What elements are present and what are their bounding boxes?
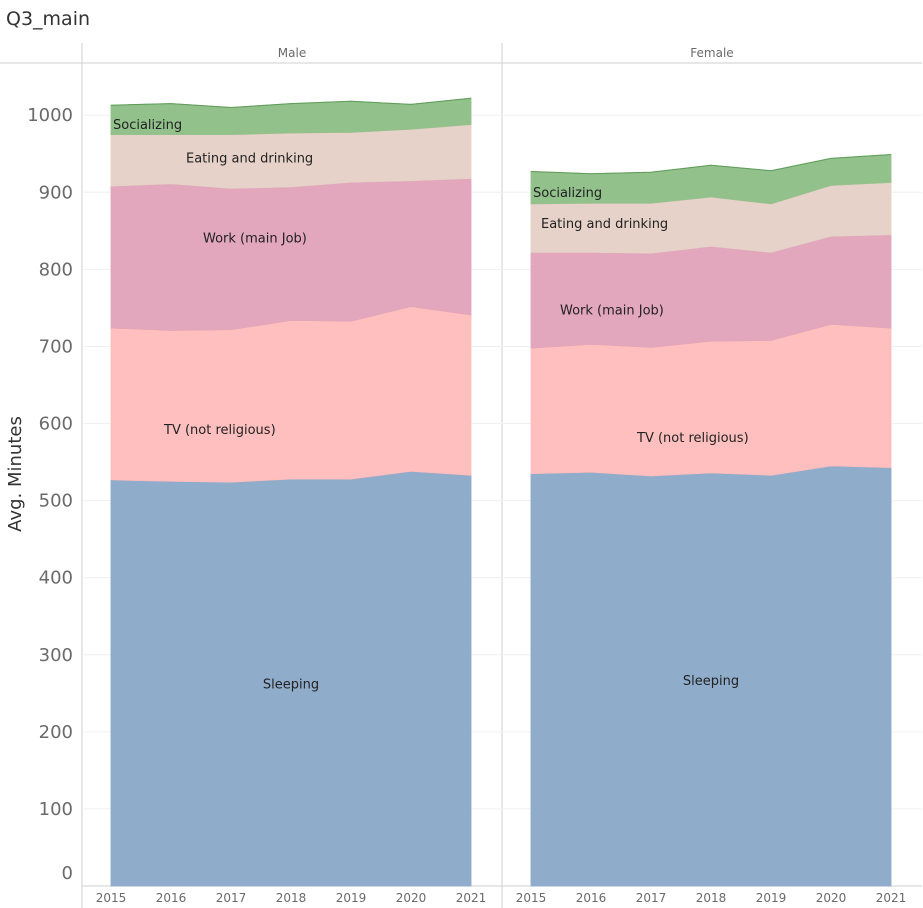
area-label: TV (not religious)	[636, 431, 749, 446]
x-tick-label: 2015	[516, 891, 547, 905]
y-tick-label: 900	[39, 182, 73, 203]
x-tick-label: 2018	[696, 891, 727, 905]
area-edge	[530, 154, 892, 175]
x-tick-label: 2021	[876, 891, 907, 905]
x-tick-label: 2016	[576, 891, 607, 905]
area-label: Eating and drinking	[541, 217, 668, 232]
x-tick-label: 2019	[336, 891, 367, 905]
area-label: Sleeping	[263, 678, 319, 693]
x-tick-label: 2017	[216, 891, 247, 905]
area-label: Sleeping	[683, 674, 739, 689]
area-male-tv-not-religious[interactable]	[110, 305, 472, 483]
x-tick-label: 2020	[816, 891, 847, 905]
y-tick-label: 600	[39, 414, 73, 435]
x-tick-label: 2021	[456, 891, 487, 905]
area-male-work-main-job[interactable]	[110, 177, 472, 331]
panel-header-male: Male	[278, 46, 306, 60]
x-tick-label: 2017	[636, 891, 667, 905]
y-tick-label: 800	[39, 259, 73, 280]
area-labels: Sleeping TV (not religious) Work (main Job…	[113, 118, 749, 693]
x-tick-label: 2015	[96, 891, 127, 905]
x-tick-label: 2020	[396, 891, 427, 905]
sheet-title: Q3_main	[6, 8, 91, 30]
y-tick-label: 300	[39, 645, 73, 666]
y-tick-label: 1000	[27, 105, 73, 126]
y-tick-label: 400	[39, 568, 73, 589]
area-label: Socializing	[533, 186, 602, 201]
area-label: Work (main Job)	[203, 232, 307, 247]
area-female-tv-not-religious[interactable]	[530, 323, 892, 477]
x-tick-label: 2018	[276, 891, 307, 905]
area-label: Eating and drinking	[186, 151, 313, 166]
area-label: Socializing	[113, 118, 182, 133]
y-axis-title: Avg. Minutes	[5, 416, 26, 532]
area-layers[interactable]	[110, 97, 892, 887]
axes: 0 100 200 300 400 500 600 700 800 900 1000 Avg. Min…	[5, 46, 906, 905]
area-label: Work (main Job)	[560, 304, 664, 319]
y-tick-label: 100	[39, 799, 73, 820]
y-tick-label: 200	[39, 722, 73, 743]
y-tick-label: 500	[39, 491, 73, 512]
y-tick-label: 700	[39, 336, 73, 357]
area-edge	[110, 97, 472, 109]
x-tick-label: 2019	[756, 891, 787, 905]
y-tick-label: 0	[62, 863, 73, 884]
panel-header-female: Female	[690, 46, 733, 60]
area-label: TV (not religious)	[163, 423, 276, 438]
x-tick-label: 2016	[156, 891, 187, 905]
